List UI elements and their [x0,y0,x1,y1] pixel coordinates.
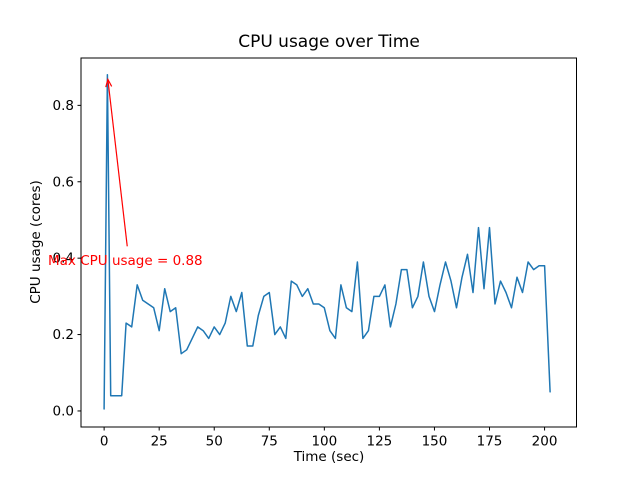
x-tick-label: 100 [311,434,337,450]
y-tick-label: 0.6 [53,174,74,190]
x-tick-label: 200 [532,434,558,450]
x-tick-label: 25 [151,434,168,450]
annotation-arrow-shaft [107,79,128,247]
y-axis-label: CPU usage (cores) [28,180,44,304]
x-tick-label: 50 [206,434,223,450]
max-annotation-text: Max CPU usage = 0.88 [48,253,203,269]
y-tick-label: 0.8 [53,98,74,114]
chart-title: CPU usage over Time [238,32,420,52]
y-tick-label: 0.2 [53,327,74,343]
x-tick-label: 150 [422,434,448,450]
x-tick-label: 175 [477,434,503,450]
x-tick-label: 75 [261,434,278,450]
x-tick-label: 125 [367,434,393,450]
annotation-arrow-head [105,77,113,88]
y-tick-label: 0.0 [53,403,74,419]
y-tick-label: 0.4 [53,251,74,267]
cpu-usage-line [103,74,551,410]
axes-spines [80,57,577,428]
x-axis-label: Time (sec) [293,449,365,465]
x-tick-label: 0 [100,434,109,450]
